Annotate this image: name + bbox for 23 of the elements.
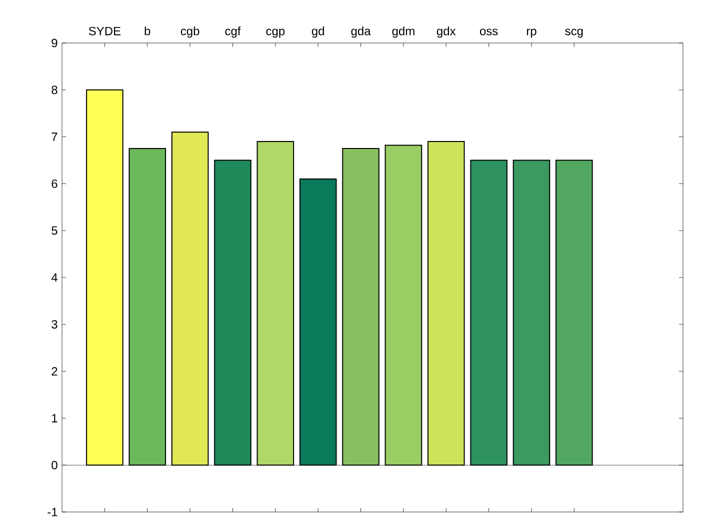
y-tick-label: -1 <box>48 508 58 516</box>
x-tick-label: scg <box>565 28 583 38</box>
x-tick-label: gd <box>312 26 324 38</box>
y-tick-label: 1 <box>52 414 58 422</box>
x-tick-label: cgf <box>225 26 241 38</box>
y-tick-label: 2 <box>52 367 58 376</box>
x-tick-label: gdm <box>392 26 414 38</box>
y-tick-label: 6 <box>52 179 58 188</box>
x-tick-label: b <box>144 26 150 36</box>
x-tick-label: rp <box>526 28 536 38</box>
x-tick-label: SYDE <box>88 26 120 36</box>
y-tick-label: 5 <box>52 226 58 235</box>
x-tick-label: cgp <box>266 28 285 38</box>
x-tick-label: gda <box>351 26 371 38</box>
y-tick-label: 9 <box>52 38 58 48</box>
x-tick-label: cgb <box>180 26 200 38</box>
y-tick-label: 7 <box>52 132 58 141</box>
x-tick-label: gdx <box>436 26 456 38</box>
y-tick-label: 4 <box>51 273 58 282</box>
y-tick-label: 3 <box>52 320 58 329</box>
x-tick-label: oss <box>480 28 498 36</box>
y-tick-label: 8 <box>52 86 58 94</box>
y-tick-label: 0 <box>52 460 58 470</box>
